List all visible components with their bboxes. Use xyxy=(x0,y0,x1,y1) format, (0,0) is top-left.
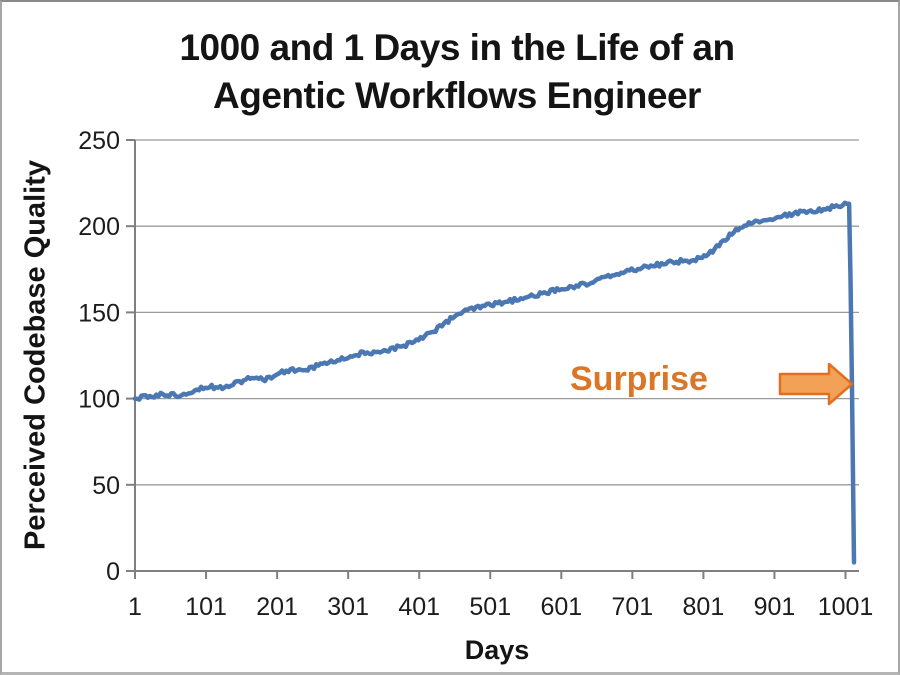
y-tick-label: 50 xyxy=(92,472,120,500)
x-tick-label: 401 xyxy=(398,593,440,621)
x-tick-label: 701 xyxy=(611,593,653,621)
x-tick-label: 901 xyxy=(754,593,796,621)
y-tick-label: 0 xyxy=(106,558,120,586)
y-tick-label: 200 xyxy=(78,213,120,241)
x-tick-label: 201 xyxy=(256,593,298,621)
x-tick-label: 1001 xyxy=(818,593,874,621)
y-tick-label: 250 xyxy=(78,127,120,155)
main-title-line2: Agentic Workflows Engineer xyxy=(213,75,701,116)
y-tick-label: 100 xyxy=(78,386,120,414)
main-title: 1000 and 1 Days in the Life of an Agenti… xyxy=(12,24,898,120)
surprise-label: Surprise xyxy=(570,360,708,398)
quality-line-series xyxy=(132,200,857,565)
y-tick-label: 150 xyxy=(78,299,120,327)
x-tick-label: 301 xyxy=(327,593,369,621)
x-tick-label: 1 xyxy=(128,593,142,621)
x-tick-label: 801 xyxy=(683,593,725,621)
main-title-line1: 1000 and 1 Days in the Life of an xyxy=(179,27,735,68)
x-axis-title: Days xyxy=(464,635,530,665)
x-tick-label: 101 xyxy=(185,593,227,621)
surprise-arrow xyxy=(778,362,854,406)
x-tick-label: 501 xyxy=(469,593,511,621)
x-tick-label: 601 xyxy=(540,593,582,621)
